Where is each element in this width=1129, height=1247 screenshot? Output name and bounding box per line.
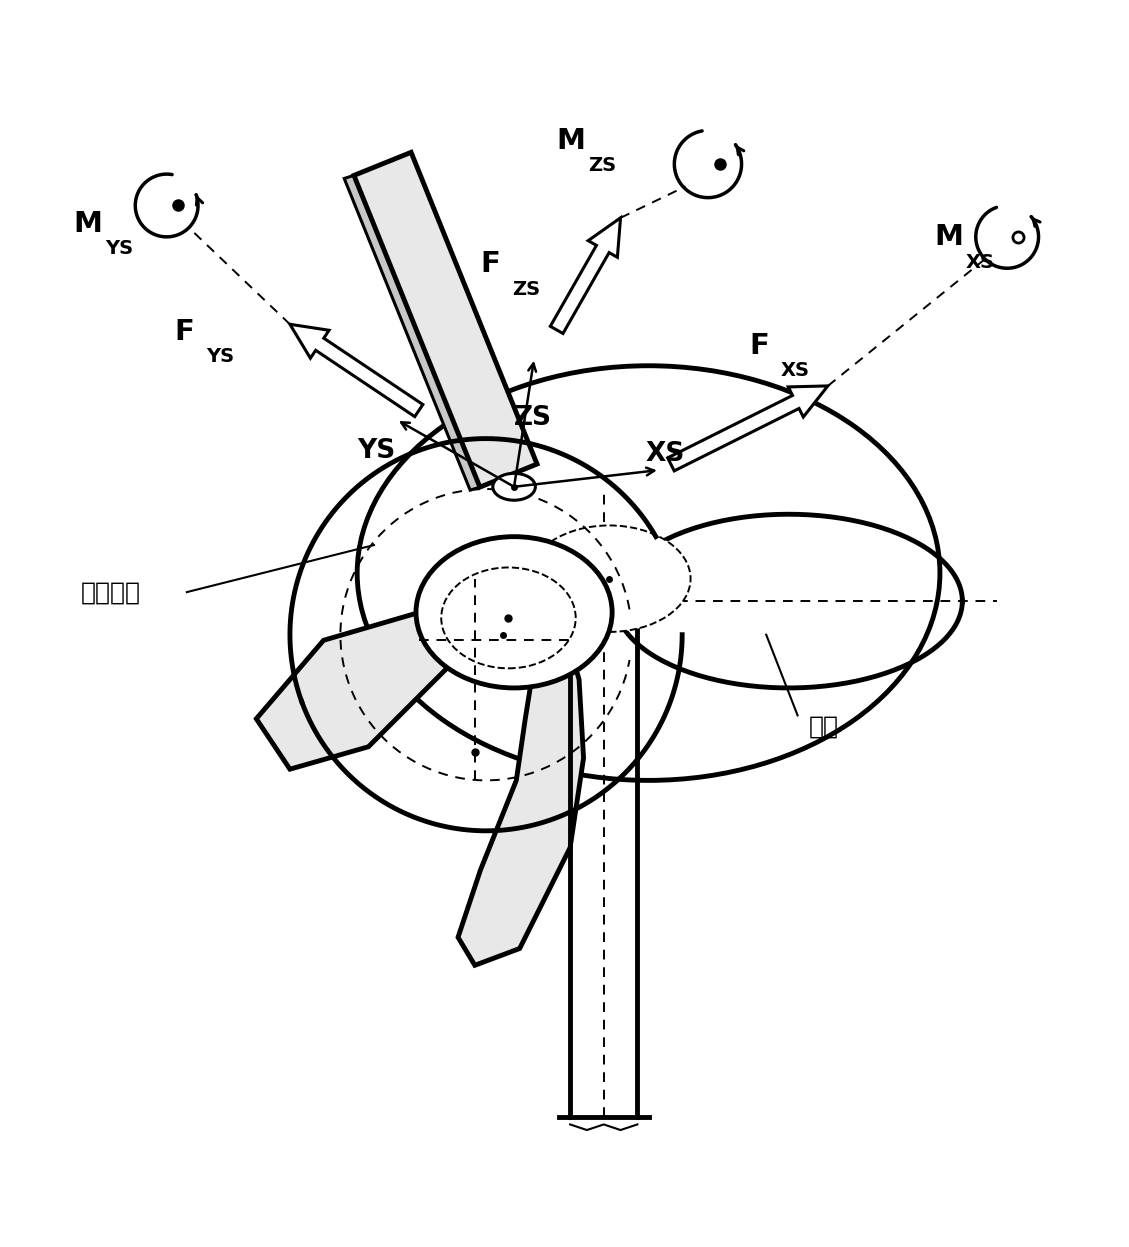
Polygon shape bbox=[550, 218, 621, 333]
Ellipse shape bbox=[492, 474, 535, 500]
Text: XS: XS bbox=[965, 253, 995, 272]
Text: YS: YS bbox=[205, 347, 234, 365]
Text: F: F bbox=[175, 318, 194, 345]
Ellipse shape bbox=[528, 525, 691, 632]
Text: F: F bbox=[481, 251, 500, 278]
Polygon shape bbox=[458, 640, 584, 965]
Text: XS: XS bbox=[781, 362, 809, 380]
Text: XS: XS bbox=[645, 440, 684, 466]
Polygon shape bbox=[256, 601, 481, 769]
Text: YS: YS bbox=[105, 239, 133, 258]
Text: M: M bbox=[557, 127, 586, 155]
Text: YS: YS bbox=[357, 439, 395, 464]
Polygon shape bbox=[344, 176, 480, 490]
Polygon shape bbox=[355, 152, 537, 488]
Text: M: M bbox=[935, 223, 963, 252]
Text: F: F bbox=[750, 332, 769, 360]
Text: M: M bbox=[73, 209, 103, 238]
Polygon shape bbox=[290, 324, 423, 416]
Text: 叶片距轴: 叶片距轴 bbox=[80, 580, 140, 604]
Ellipse shape bbox=[415, 536, 612, 688]
Text: ZS: ZS bbox=[511, 279, 540, 298]
Polygon shape bbox=[667, 385, 828, 471]
Text: 弦线: 弦线 bbox=[808, 715, 839, 738]
Text: ZS: ZS bbox=[514, 405, 552, 430]
Text: ZS: ZS bbox=[588, 156, 616, 176]
